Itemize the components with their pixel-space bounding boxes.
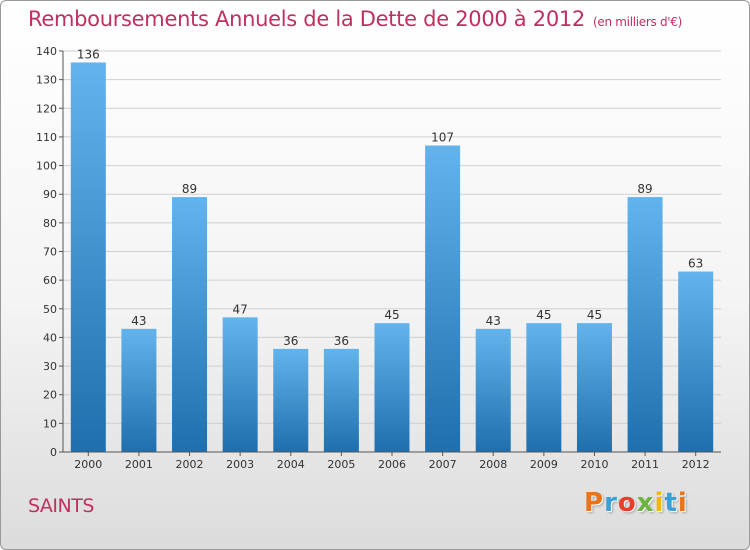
y-tick-label: 40: [43, 331, 57, 344]
logo-letter: x: [636, 488, 655, 518]
y-tick-label: 100: [36, 160, 57, 173]
x-tick-label: 2004: [277, 458, 305, 471]
logo-letter: P: [584, 488, 605, 518]
x-tick-label: 2010: [580, 458, 608, 471]
y-tick-label: 70: [43, 246, 57, 259]
bar-value-label: 89: [637, 182, 652, 196]
bars: [70, 62, 714, 452]
y-tick-label: 80: [43, 217, 57, 230]
logo-letter: o: [617, 488, 637, 518]
y-tick-label: 20: [43, 389, 57, 402]
bar-value-label: 89: [182, 182, 197, 196]
x-tick-label: 2009: [530, 458, 558, 471]
bar-value-label: 36: [283, 334, 298, 348]
bar-value-label: 63: [688, 257, 703, 271]
y-tick-label: 0: [50, 446, 57, 459]
logo-letter: i: [654, 488, 665, 518]
x-tick-label: 2005: [327, 458, 355, 471]
y-tick-label: 120: [36, 102, 57, 115]
bar-value-label: 43: [131, 314, 146, 328]
bar-value-label: 107: [431, 131, 454, 145]
y-axis: 0 10 20 30 40 50 60 70 80 90 100 110 120 130 140: [36, 45, 64, 459]
data-labels: 136 43 89 47 36 36 45 107 43 45 45 89 63: [77, 47, 703, 347]
y-tick-label: 10: [43, 417, 57, 430]
y-tick-label: 90: [43, 188, 57, 201]
bar-value-label: 43: [486, 314, 501, 328]
x-tick-label: 2008: [479, 458, 507, 471]
commune-name: SAINTS: [28, 495, 94, 517]
bar: [323, 348, 359, 452]
bar-value-label: 45: [536, 308, 551, 322]
y-tick-label: 140: [36, 45, 57, 58]
bar-chart: 136 43 89 47 36 36 45 107 43 45 45 89 63 0 10 20 30 40 50…: [36, 45, 721, 471]
y-tick-label: 50: [43, 303, 57, 316]
bar: [425, 145, 461, 452]
chart-subtitle: (en milliers d'€): [593, 15, 683, 29]
bar-value-label: 45: [587, 308, 602, 322]
chart-title-text: Remboursements Annuels de la Dette de 20…: [28, 7, 585, 31]
x-tick-label: 2003: [226, 458, 254, 471]
chart-title: Remboursements Annuels de la Dette de 20…: [28, 7, 682, 31]
bar-value-label: 136: [77, 47, 100, 61]
x-tick-label: 2000: [74, 458, 102, 471]
logo-letter: i: [677, 488, 688, 518]
bar-value-label: 45: [384, 308, 399, 322]
bar: [273, 348, 309, 452]
bar: [475, 328, 511, 452]
x-tick-label: 2002: [176, 458, 204, 471]
y-tick-label: 30: [43, 360, 57, 373]
x-tick-label: 2011: [631, 458, 659, 471]
bar-value-label: 47: [233, 302, 248, 316]
y-tick-label: 60: [43, 274, 57, 287]
bar: [576, 323, 612, 452]
y-tick-label: 130: [36, 74, 57, 87]
bar: [70, 62, 106, 452]
x-tick-label: 2007: [429, 458, 457, 471]
bar-value-label: 36: [334, 334, 349, 348]
bar: [172, 197, 208, 452]
bar: [526, 323, 562, 452]
x-tick-label: 2001: [125, 458, 153, 471]
bar: [222, 317, 258, 452]
proxiti-logo: Proxiti: [584, 488, 688, 518]
y-tick-label: 110: [36, 131, 57, 144]
logo-letter: t: [664, 488, 678, 518]
bar: [374, 323, 410, 452]
logo-letter: r: [604, 488, 618, 518]
bar: [678, 271, 714, 452]
x-axis: 2000 2001 2002 2003 2004 2005 2006 2007 2008 2009…: [63, 451, 721, 471]
x-tick-label: 2006: [378, 458, 406, 471]
bar: [121, 328, 157, 452]
x-tick-label: 2012: [682, 458, 710, 471]
bar: [627, 197, 663, 452]
